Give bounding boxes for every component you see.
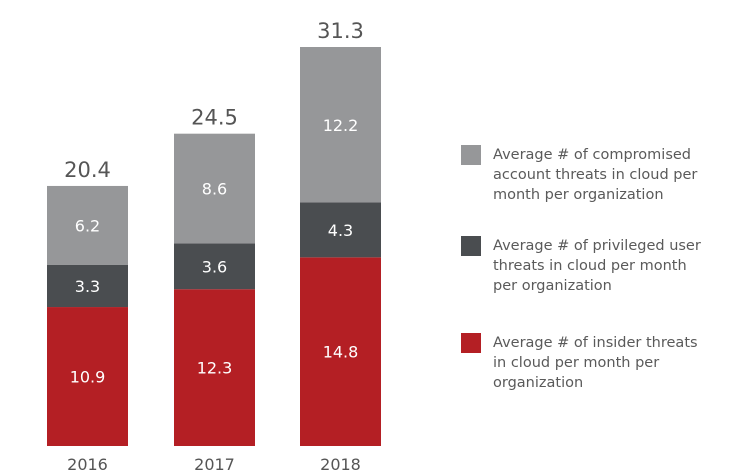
data-label-2018-s0: 14.8 [323,343,359,362]
data-label-2017-s0: 12.3 [197,359,233,378]
bar-segment-2017-s0 [174,289,255,446]
legend-label-s0: Average # of insider threats in cloud per… [493,335,698,391]
data-label-2017-s2: 8.6 [202,179,227,198]
legend-swatch-s1 [461,236,481,256]
labels-group: 10.9 3.3 6.2 20.4 2016 12.3 3.6 8.6 24.5 2017 14.8… [64,19,364,474]
bar-segment-2016-s0 [47,307,128,446]
data-label-2016-s1: 3.3 [75,277,100,296]
total-label-2016: 20.4 [64,158,111,182]
legend-label-s2: Average # of compromised account threats … [493,147,697,203]
bar-segment-2018-s2 [300,47,381,203]
bar-segment-2018-s1 [300,202,381,258]
x-tick-label-2016: 2016 [67,455,108,474]
bar-segment-2017-s2 [174,133,255,244]
bar-segment-2018-s0 [300,257,381,446]
legend: Average # of compromised account threats … [461,145,701,391]
bar-segment-2017-s1 [174,243,255,290]
bars-group [47,47,381,446]
data-label-2018-s1: 4.3 [328,221,353,240]
total-label-2017: 24.5 [191,106,238,130]
legend-swatch-s2 [461,145,481,165]
data-label-2018-s2: 12.2 [323,116,359,135]
legend-swatch-s0 [461,333,481,353]
legend-label-s1: Average # of privileged user threats in c… [493,238,701,294]
data-label-2016-s2: 6.2 [75,216,100,235]
bar-segment-2016-s2 [47,185,128,265]
x-tick-label-2017: 2017 [194,455,235,474]
total-label-2018: 31.3 [317,19,364,43]
data-label-2017-s1: 3.6 [202,257,227,276]
x-tick-label-2018: 2018 [320,455,361,474]
data-label-2016-s0: 10.9 [70,368,106,387]
bar-segment-2016-s1 [47,264,128,308]
